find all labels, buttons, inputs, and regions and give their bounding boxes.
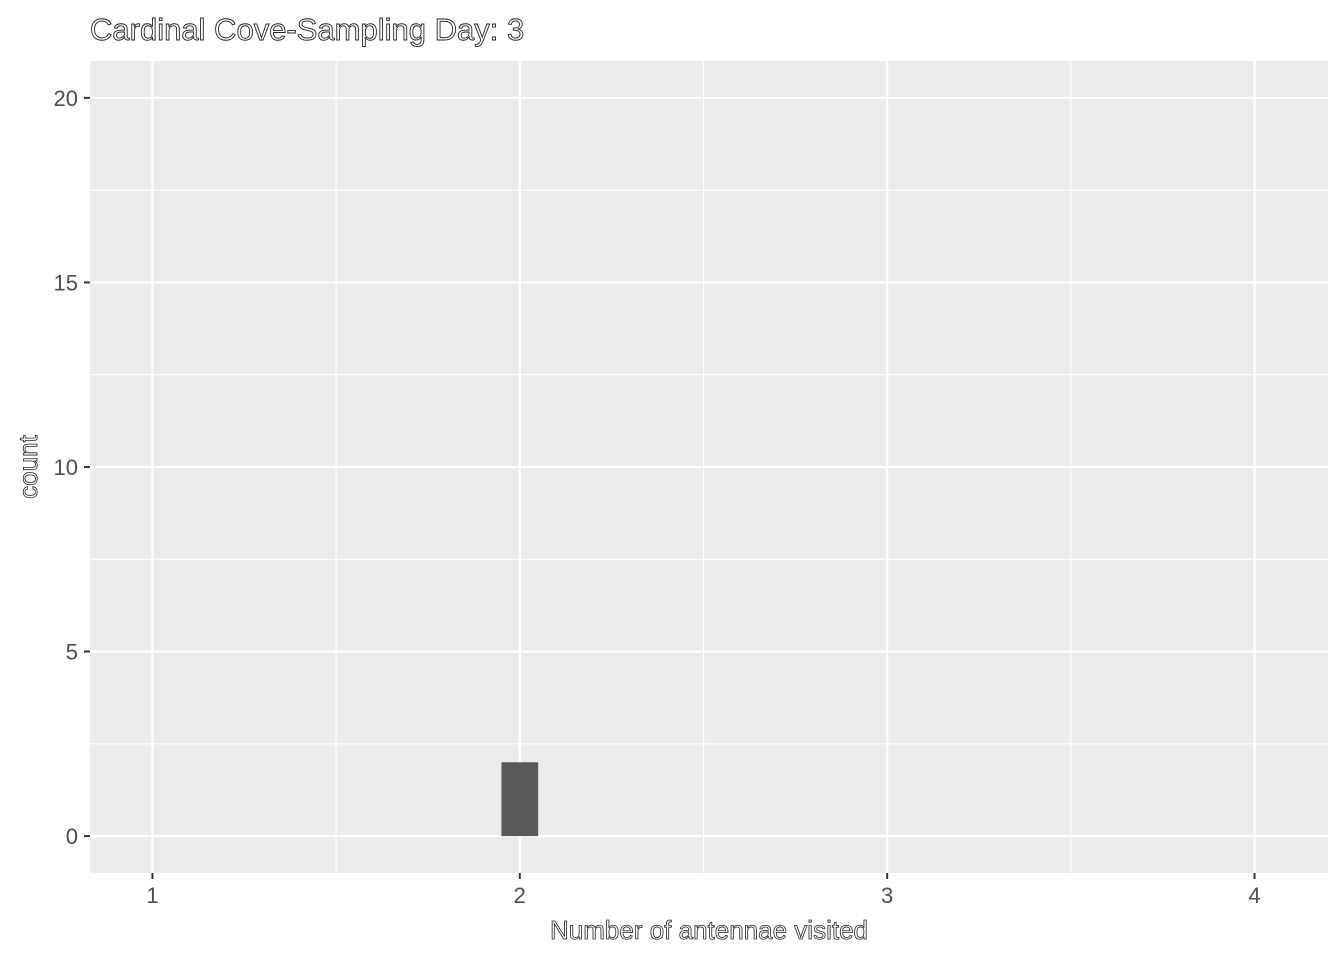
x-tick-label: 1 (146, 883, 158, 908)
y-axis: 0 5 10 15 20 (54, 86, 90, 849)
y-axis-title: count (13, 434, 43, 498)
x-axis: 1 2 3 4 (146, 873, 1261, 908)
y-tick-label: 15 (54, 270, 78, 295)
y-tick-label: 0 (66, 824, 78, 849)
y-tick-label: 10 (54, 455, 78, 480)
x-tick-label: 2 (514, 883, 526, 908)
y-tick-label: 5 (66, 640, 78, 665)
histogram-bar (501, 762, 539, 837)
y-tick-label: 20 (54, 86, 78, 111)
chart-title: Cardinal Cove-Sampling Day: 3 (90, 12, 524, 47)
major-gridlines (90, 61, 1328, 873)
x-axis-title: Number of antennae visited (550, 915, 868, 945)
x-tick-label: 4 (1248, 883, 1260, 908)
x-tick-label: 3 (881, 883, 893, 908)
bars (501, 762, 539, 837)
